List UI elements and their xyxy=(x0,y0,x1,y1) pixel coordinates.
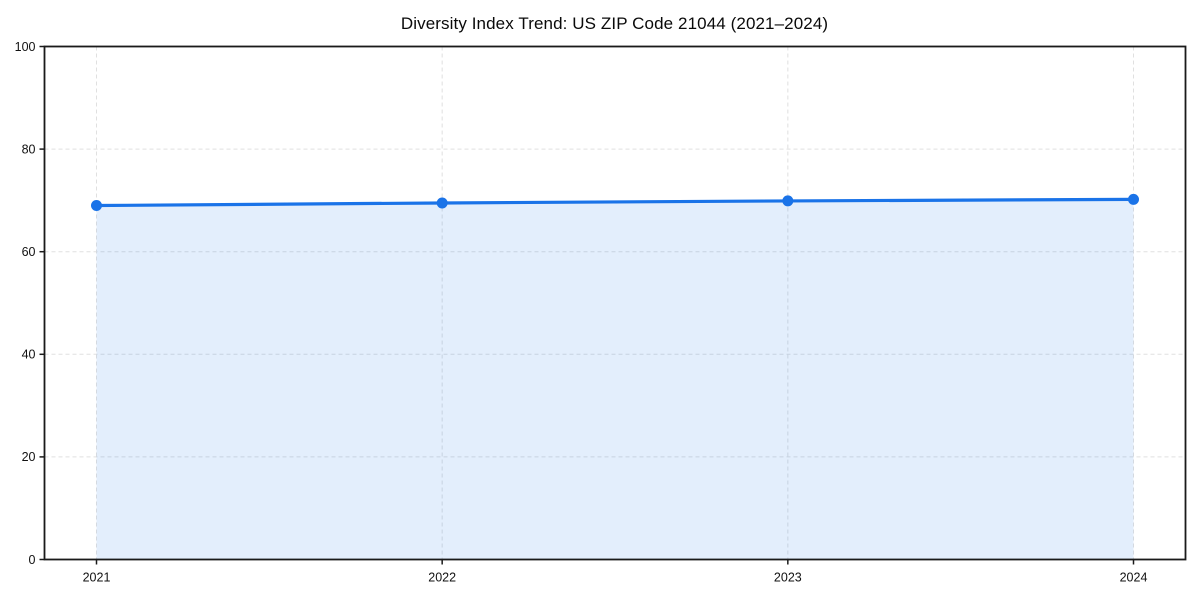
x-axis-tick-label: 2023 xyxy=(774,571,802,585)
y-axis-tick-label: 20 xyxy=(22,450,36,464)
trend-line xyxy=(94,197,1136,208)
data-point-marker xyxy=(436,197,448,209)
x-axis-tick-label: 2024 xyxy=(1120,571,1148,585)
area-fill xyxy=(96,199,1134,560)
plot-border xyxy=(43,45,1187,561)
data-point-marker xyxy=(782,195,794,207)
data-point-marker xyxy=(1128,193,1139,205)
y-axis-tick-label: 0 xyxy=(29,553,36,567)
y-axis-tick-label: 100 xyxy=(15,40,36,54)
x-axis-tick-label: 2021 xyxy=(83,571,111,585)
data-point-marker xyxy=(91,200,102,212)
y-axis-tick-label: 40 xyxy=(22,348,36,362)
x-axis-tick-label: 2022 xyxy=(428,571,456,585)
y-axis-tick-label: 80 xyxy=(22,142,36,156)
chart-title: Diversity Index Trend: US ZIP Code 21044… xyxy=(400,14,829,33)
y-axis-tick-label: 60 xyxy=(22,245,36,259)
